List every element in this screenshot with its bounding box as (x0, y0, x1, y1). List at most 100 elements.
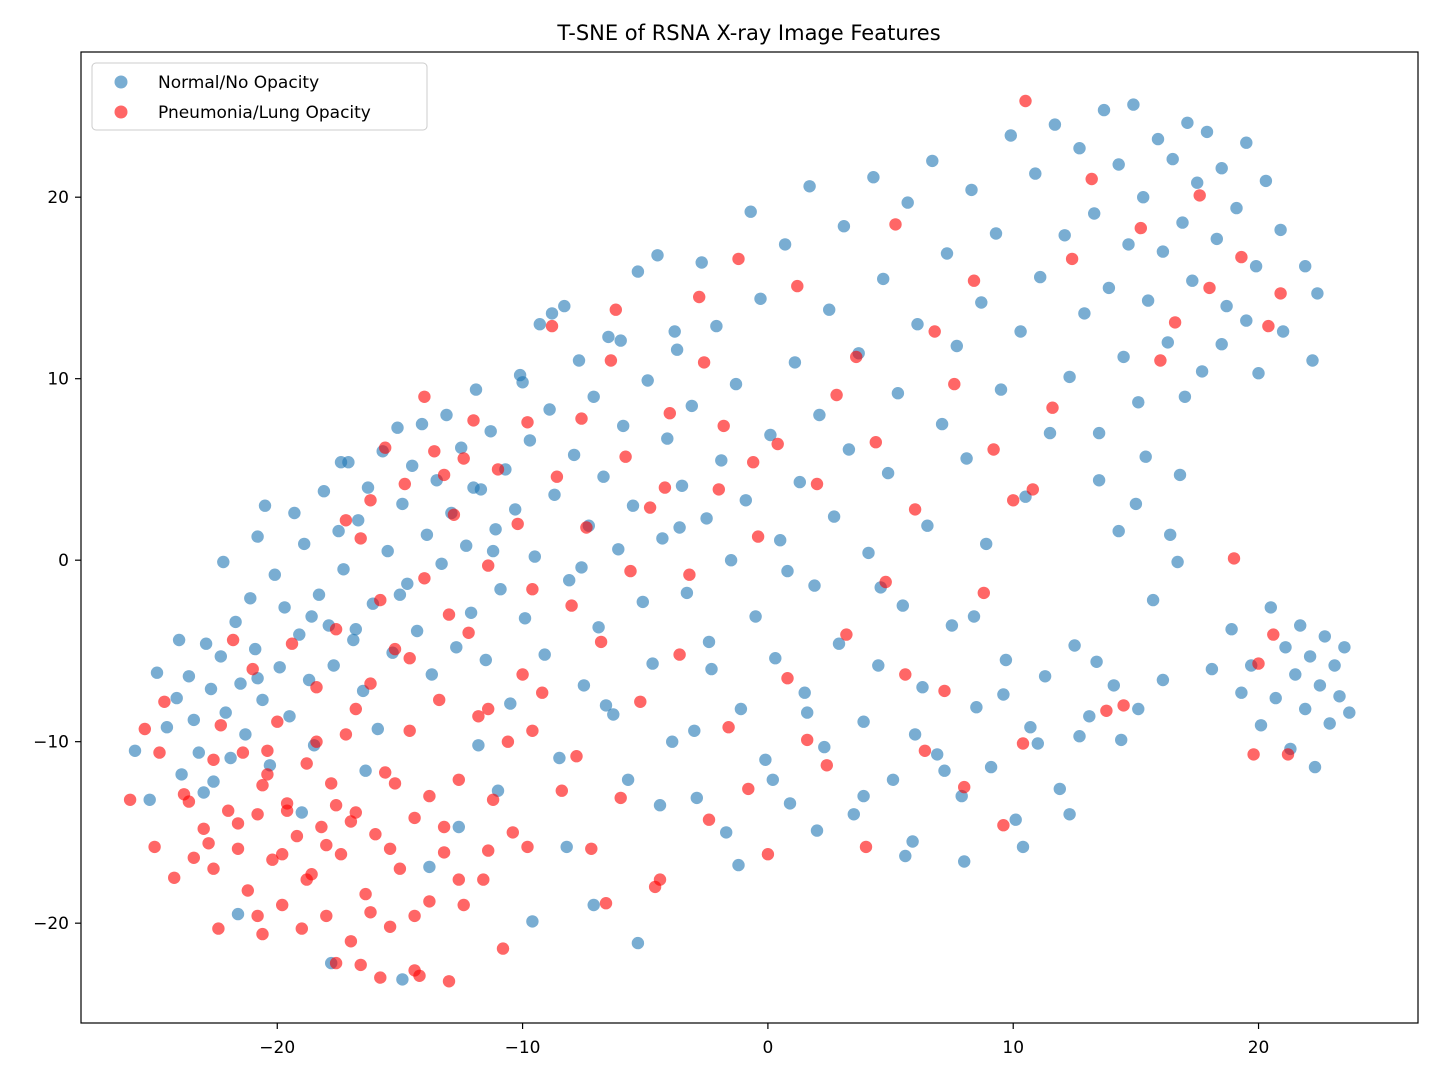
point-s0-308 (467, 481, 480, 494)
point-s1-182 (379, 441, 392, 454)
point-s0-290 (1164, 528, 1177, 541)
point-s0-50 (396, 497, 409, 511)
point-s0-94 (612, 543, 625, 556)
point-s0-256 (899, 849, 912, 863)
point-s0-148 (877, 272, 890, 286)
point-s0-93 (607, 708, 620, 721)
point-s1-64 (486, 793, 500, 806)
point-s1-190 (619, 450, 632, 463)
point-s0-267 (1090, 655, 1103, 668)
point-s0-37 (332, 524, 345, 538)
point-s0-118 (729, 377, 743, 391)
point-s0-151 (891, 387, 905, 400)
point-s0-295 (1139, 450, 1152, 463)
point-s0-300 (1299, 260, 1312, 273)
point-s0-178 (1024, 721, 1037, 734)
point-s0-236 (1308, 760, 1322, 774)
point-s1-23 (285, 637, 299, 650)
point-s0-40 (347, 633, 360, 647)
point-s0-297 (1215, 338, 1228, 351)
point-s1-176 (202, 837, 215, 850)
point-s1-128 (1134, 221, 1148, 235)
point-s0-246 (396, 973, 409, 986)
point-s0-98 (631, 265, 645, 278)
point-s1-81 (624, 564, 637, 578)
point-s0-107 (675, 479, 689, 492)
point-s0-225 (1254, 719, 1268, 732)
point-s0-19 (249, 642, 262, 656)
point-s0-17 (239, 728, 252, 741)
point-s0-224 (1249, 260, 1263, 273)
point-s0-181 (1038, 670, 1052, 683)
point-s1-129 (1154, 354, 1167, 367)
point-s0-213 (1195, 365, 1209, 378)
point-s0-157 (921, 519, 934, 532)
point-s0-232 (1289, 668, 1302, 681)
point-s1-19 (266, 853, 279, 866)
point-s0-147 (872, 659, 885, 672)
point-s0-62 (455, 441, 468, 454)
point-s0-161 (940, 247, 954, 260)
point-s1-95 (761, 848, 775, 861)
point-s1-158 (329, 799, 343, 812)
point-s0-240 (1328, 659, 1341, 672)
point-s0-49 (391, 421, 404, 434)
point-s0-83 (558, 299, 571, 313)
legend-label-pneumonia: Pneumonia/Lung Opacity (158, 103, 371, 123)
point-s1-53 (433, 693, 446, 707)
chart-title: T-SNE of RSNA X-ray Image Features (556, 21, 940, 45)
point-s1-118 (987, 443, 1000, 456)
point-s1-29 (315, 820, 328, 834)
point-s0-207 (1166, 152, 1179, 166)
point-s0-250 (349, 623, 362, 636)
point-s0-133 (803, 180, 816, 193)
point-s0-261 (1156, 673, 1170, 687)
point-s0-4 (170, 691, 183, 705)
point-s0-285 (197, 786, 210, 799)
point-s0-154 (906, 835, 919, 848)
point-s0-192 (1092, 474, 1106, 487)
y-tick-label: −10 (33, 733, 69, 753)
point-s1-153 (408, 909, 421, 923)
point-s1-130 (1168, 316, 1182, 329)
point-s0-210 (1181, 116, 1194, 129)
point-s0-259 (1063, 808, 1076, 821)
point-s1-117 (977, 586, 990, 600)
point-s0-241 (1333, 690, 1346, 703)
point-s0-176 (1014, 325, 1027, 338)
point-s0-211 (1186, 274, 1199, 287)
point-s0-97 (626, 499, 640, 512)
point-s1-186 (697, 356, 711, 369)
point-s0-274 (997, 688, 1010, 701)
point-s0-302 (1276, 325, 1290, 338)
point-s1-68 (506, 826, 519, 839)
point-s1-42 (379, 766, 392, 779)
point-s0-63 (460, 539, 473, 552)
point-s1-160 (231, 817, 245, 830)
point-s1-20 (271, 715, 284, 728)
series-0 (128, 98, 1356, 986)
point-s1-159 (280, 804, 294, 817)
point-s1-116 (967, 274, 981, 287)
point-s1-172 (344, 815, 358, 828)
point-s0-198 (1122, 238, 1135, 251)
point-s1-59 (462, 626, 475, 639)
point-s1-145 (374, 971, 387, 984)
point-s0-218 (1220, 299, 1233, 313)
point-s0-282 (393, 588, 407, 601)
point-s1-192 (550, 470, 564, 483)
point-s1-37 (354, 532, 367, 545)
point-s0-99 (636, 595, 649, 609)
point-s1-75 (565, 599, 578, 612)
point-s0-283 (305, 610, 318, 623)
point-s1-30 (320, 909, 333, 923)
point-s1-3 (158, 695, 171, 708)
point-s0-220 (1230, 201, 1243, 215)
point-s1-86 (673, 648, 686, 661)
point-s0-34 (317, 485, 331, 498)
point-s0-205 (1156, 245, 1170, 258)
point-s0-293 (1112, 524, 1125, 538)
point-s0-10 (204, 682, 218, 696)
point-s1-73 (545, 319, 559, 333)
point-s0-128 (778, 238, 792, 251)
